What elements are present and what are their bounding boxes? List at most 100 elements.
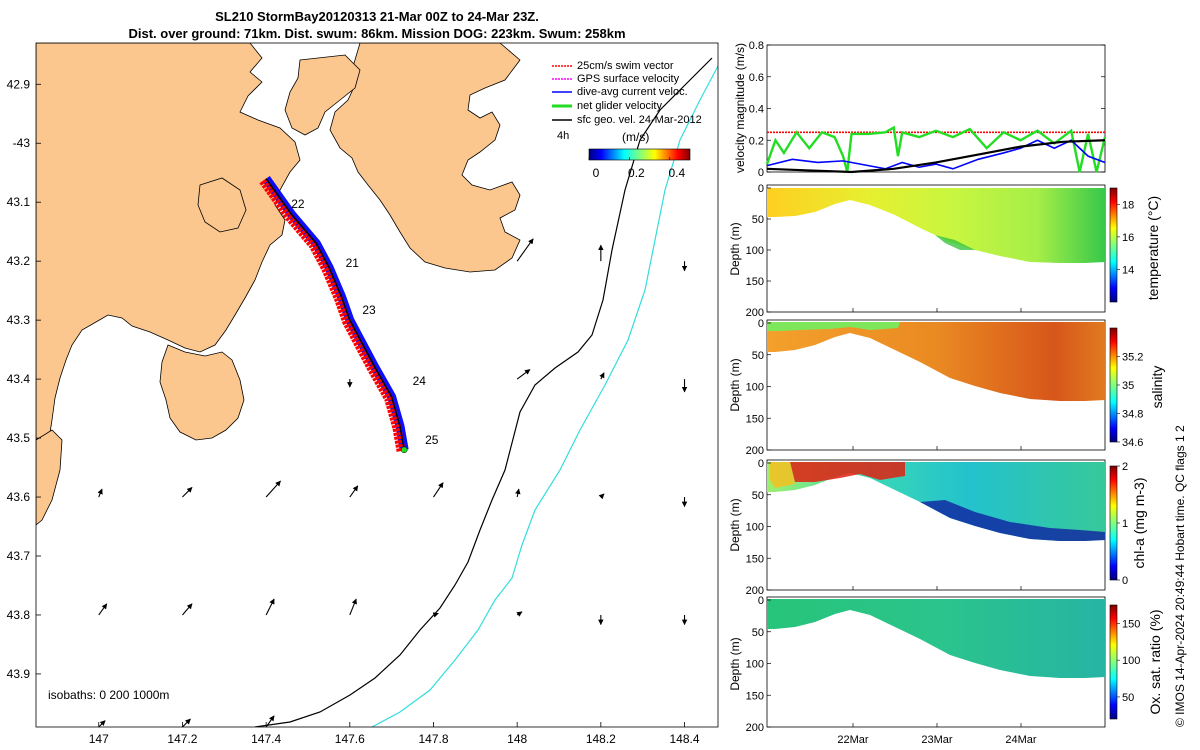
velocity-series-net-velocity	[765, 125, 1107, 173]
oxygen-colorbar-label: Ox. sat. ratio (%)	[1147, 609, 1163, 714]
map-panel: 147 147.2 147.4 147.6 147.8 148 148.2 148.4 42.9…	[7, 42, 719, 746]
colorbar-tick-label: 35	[1122, 380, 1134, 392]
velocity-panel: 0 0.2 0.4 0.6 0.8 velocity magnitude (m/s)	[733, 40, 1107, 179]
map-xtick-label: 147.4	[251, 732, 281, 746]
depth-tick-label: 50	[752, 627, 764, 639]
speed-colorbar-ticks: 0 0.2 0.4	[588, 157, 685, 180]
geo-vector-arrow	[516, 611, 523, 617]
day-label: 24	[413, 374, 427, 388]
geo-vector-arrow	[265, 598, 275, 616]
map-ytick-label: 43.8	[7, 608, 31, 622]
temperature-field	[767, 188, 1105, 263]
geo-vector-arrow	[265, 480, 281, 498]
land-peninsula-east	[329, 43, 521, 273]
salinity-colorbar	[1109, 327, 1118, 443]
depth-tick-label: 150	[746, 276, 764, 288]
map-ytick-label: -43	[13, 136, 31, 150]
depth-tick-label: 50	[752, 350, 764, 362]
velocity-axes: 0 0.2 0.4 0.6 0.8	[749, 40, 1105, 179]
chla-low-deep	[920, 500, 1105, 541]
salinity-field	[767, 322, 1105, 401]
temperature-cold-patch	[935, 235, 975, 250]
geo-vectors	[97, 238, 688, 728]
map-ytick-label: 43.7	[7, 549, 31, 563]
salinity-fresh-surface	[767, 322, 900, 331]
geo-vector-arrow	[599, 372, 605, 380]
colorbar-tick-label: 34.8	[1122, 409, 1143, 421]
svg-text:sfc geo. vel. 24-Mar-2012: sfc geo. vel. 24-Mar-2012	[577, 114, 702, 126]
day-labels: 22 21 23 24 25	[291, 197, 439, 447]
map-content	[36, 43, 718, 727]
geo-vector-arrow	[516, 238, 534, 262]
temperature-panel: Depth (m) temperature (°C)	[728, 184, 1161, 313]
depth-tick-label: 100	[746, 245, 764, 257]
depth-tick-label: 150	[746, 553, 764, 565]
geo-vector-arrow	[182, 603, 193, 616]
land-inner-island	[197, 177, 247, 233]
velocity-series-current	[766, 139, 1106, 170]
colorbar-tick-label: 34.6	[1122, 437, 1143, 449]
geo-vector-arrow	[598, 493, 605, 500]
speed-colorbar-tick-label: 0	[593, 166, 600, 180]
chla-panel: Depth (m) chl-a (mg m-3)	[728, 459, 1147, 591]
velocity-ytick-label: 0.2	[749, 135, 764, 147]
geo-vector-arrow	[182, 718, 191, 728]
geo-vector-arrow	[98, 720, 106, 728]
depth-tick-label: 0	[758, 595, 764, 607]
map-xtick-label: 147.8	[418, 732, 448, 746]
map-ytick-label: 43.3	[7, 313, 31, 327]
map-ytick-label: 43.1	[7, 195, 31, 209]
track-path	[265, 178, 405, 451]
legend-item-current: dive-avg current veloc.	[552, 86, 688, 98]
colorbar-tick-label: 0	[1122, 575, 1128, 587]
depth-tick-label: 100	[746, 659, 764, 671]
map-xtick-label: 147.6	[335, 732, 365, 746]
isobaths-label: isobaths: 0 200 1000m	[48, 688, 169, 702]
oxygen-depth-label: Depth (m)	[728, 637, 742, 690]
colorbar-tick-label: 50	[1122, 692, 1134, 704]
oxygen-panel: Depth (m) Ox. sat. ratio (%)	[728, 596, 1163, 728]
svg-text:GPS surface velocity: GPS surface velocity	[577, 73, 680, 85]
geo-vector-arrow	[433, 482, 444, 498]
map-ytick-label: 43.5	[7, 431, 31, 445]
day-label: 21	[346, 256, 360, 270]
day-label: 22	[291, 197, 305, 211]
depth-tick-label: 100	[746, 522, 764, 534]
map-xtick-label: 147	[89, 732, 109, 746]
depth-tick-label: 100	[746, 382, 764, 394]
legend-4h-label: 4h	[557, 130, 569, 142]
colorbar-tick-label: 150	[1122, 618, 1140, 630]
footer-credit: © IMOS 14-Apr-2024 20:49:44 Hobart time.…	[1173, 425, 1187, 727]
speed-colorbar-tick-label: 0.4	[668, 166, 685, 180]
time-tick-label: 22Mar	[837, 734, 869, 746]
map-xtick-label: 148.2	[586, 732, 616, 746]
salinity-depth-label: Depth (m)	[728, 358, 742, 411]
velocity-series	[765, 125, 1107, 174]
glider-track	[259, 176, 409, 454]
velocity-ytick-label: 0.4	[749, 104, 764, 116]
colorbar-tick-label: 1	[1122, 518, 1128, 530]
depth-tick-label: 200	[746, 585, 764, 597]
salinity-panel: Depth (m) salinity	[728, 319, 1165, 451]
colorbar-tick-label: 2	[1122, 461, 1128, 473]
temperature-colorbar	[1109, 187, 1118, 303]
legend-item-net: net glider velocity	[552, 100, 662, 112]
map-axes: 147 147.2 147.4 147.6 147.8 148 148.2 148.4 42.9…	[7, 77, 700, 746]
day-label: 23	[362, 303, 376, 317]
title-line-1: SL210 StormBay20120313 21-Mar 00Z to 24-…	[215, 9, 539, 24]
geo-vector-arrow	[349, 485, 359, 498]
speed-colorbar-tick-label: 0.2	[628, 166, 645, 180]
map-ytick-label: 43.6	[7, 490, 31, 504]
speed-colorbar-label: (m/s)	[622, 130, 649, 144]
day-label: 25	[425, 433, 439, 447]
chla-colorbar	[1109, 465, 1118, 581]
map-xtick-label: 148.4	[670, 732, 700, 746]
chla-mid-patch	[770, 462, 795, 488]
land-middle	[284, 54, 361, 136]
legend-item-geo: sfc geo. vel. 24-Mar-2012	[552, 114, 702, 126]
colorbar-tick-label: 14	[1122, 264, 1134, 276]
depth-tick-label: 200	[746, 307, 764, 319]
isobath-200m	[254, 57, 713, 727]
depth-tick-label: 50	[752, 214, 764, 226]
